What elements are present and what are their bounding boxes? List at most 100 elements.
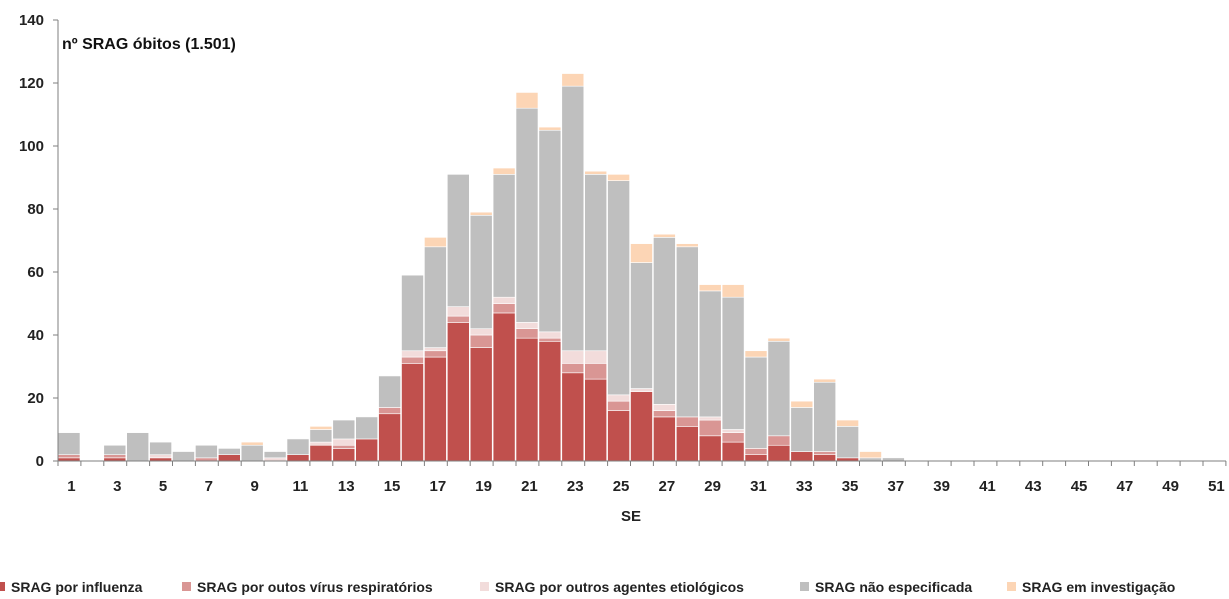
bar-week-15-series-3 bbox=[378, 375, 401, 408]
bar-week-19-series-4 bbox=[469, 211, 493, 216]
bar-week-35-series-4 bbox=[836, 419, 859, 427]
x-tick-label: 47 bbox=[1117, 478, 1134, 495]
bar-week-20-series-4 bbox=[492, 167, 516, 175]
x-tick-label: 41 bbox=[979, 478, 996, 495]
bar-week-23-series-2 bbox=[561, 350, 585, 364]
bar-week-12-series-3 bbox=[309, 429, 333, 443]
legend-label-3: SRAG não especificada bbox=[815, 579, 972, 595]
bar-week-4-series-3 bbox=[126, 432, 149, 462]
x-tick-label: 11 bbox=[293, 478, 309, 495]
x-tick-label: 1 bbox=[67, 478, 75, 495]
bar-week-21-series-3 bbox=[515, 107, 539, 323]
bar-week-31-series-0 bbox=[744, 454, 768, 462]
bar-week-9-series-3 bbox=[240, 444, 264, 462]
y-tick-label: 140 bbox=[19, 12, 44, 29]
bar-week-30-series-0 bbox=[721, 441, 745, 462]
bar-week-17-series-1 bbox=[424, 350, 447, 358]
bar-week-27-series-2 bbox=[653, 403, 676, 411]
bar-week-16-series-0 bbox=[401, 363, 424, 462]
bar-week-30-series-1 bbox=[721, 432, 745, 443]
bar-week-16-series-2 bbox=[401, 350, 424, 358]
x-tick-label: 25 bbox=[613, 478, 630, 495]
bar-week-25-series-4 bbox=[607, 174, 630, 181]
bar-week-24-series-0 bbox=[584, 378, 608, 462]
y-tick-label: 40 bbox=[27, 327, 44, 344]
legend-label-1: SRAG por outos vírus respiratórios bbox=[197, 579, 433, 595]
legend-swatch-2 bbox=[480, 582, 489, 591]
x-tick-label: 49 bbox=[1162, 478, 1179, 495]
bar-week-25-series-3 bbox=[607, 180, 630, 396]
bar-week-29-series-2 bbox=[698, 416, 722, 421]
bar-week-12-series-0 bbox=[309, 444, 333, 462]
bar-week-17-series-0 bbox=[424, 356, 447, 462]
x-tick-label: 9 bbox=[250, 478, 258, 495]
bar-week-29-series-3 bbox=[698, 290, 722, 418]
x-axis-label: SE bbox=[621, 508, 641, 525]
bar-week-34-series-0 bbox=[813, 454, 837, 462]
bar-week-28-series-3 bbox=[675, 246, 699, 418]
bar-week-20-series-3 bbox=[492, 174, 516, 298]
bar-week-24-series-1 bbox=[584, 363, 608, 380]
x-tick-label: 27 bbox=[659, 478, 676, 495]
bar-week-32-series-3 bbox=[767, 340, 791, 437]
bar-week-6-series-3 bbox=[172, 451, 195, 462]
bar-week-20-series-1 bbox=[492, 303, 516, 314]
legend-label-0: SRAG por influenza bbox=[11, 579, 143, 595]
bar-week-27-series-3 bbox=[653, 237, 676, 405]
y-tick-label: 100 bbox=[19, 138, 44, 155]
bar-week-9-series-4 bbox=[240, 441, 264, 446]
x-tick-label: 45 bbox=[1071, 478, 1088, 495]
legend-swatch-3 bbox=[800, 582, 809, 591]
bar-week-19-series-1 bbox=[469, 334, 493, 348]
x-tick-label: 29 bbox=[704, 478, 721, 495]
y-tick-label: 0 bbox=[36, 453, 44, 470]
bar-week-30-series-3 bbox=[721, 296, 745, 430]
bar-week-1-series-1 bbox=[57, 454, 81, 459]
bar-week-22-series-4 bbox=[538, 126, 562, 131]
bar-week-22-series-3 bbox=[538, 129, 562, 333]
bar-week-8-series-3 bbox=[218, 448, 241, 455]
x-tick-label: 15 bbox=[384, 478, 401, 495]
bar-week-12-series-2 bbox=[309, 441, 333, 446]
bar-week-31-series-1 bbox=[744, 448, 768, 455]
bar-week-18-series-2 bbox=[446, 306, 470, 317]
bar-week-12-series-4 bbox=[309, 426, 333, 430]
bar-week-13-series-3 bbox=[332, 419, 356, 440]
x-tick-label: 5 bbox=[159, 478, 167, 495]
bar-week-26-series-3 bbox=[630, 262, 653, 389]
bar-week-13-series-1 bbox=[332, 444, 356, 449]
bar-week-31-series-4 bbox=[744, 350, 768, 358]
bar-week-23-series-1 bbox=[561, 363, 585, 374]
x-tick-label: 7 bbox=[205, 478, 213, 495]
bar-week-34-series-4 bbox=[813, 378, 837, 383]
bar-week-32-series-1 bbox=[767, 435, 791, 446]
x-tick-label: 37 bbox=[888, 478, 905, 495]
bar-week-19-series-2 bbox=[469, 328, 493, 336]
bar-week-1-series-3 bbox=[57, 432, 81, 455]
bar-week-13-series-0 bbox=[332, 448, 356, 462]
bar-week-13-series-2 bbox=[332, 438, 356, 446]
x-tick-label: 23 bbox=[567, 478, 584, 495]
bar-week-36-series-4 bbox=[859, 451, 882, 459]
bar-week-22-series-1 bbox=[538, 337, 562, 342]
bar-week-17-series-3 bbox=[424, 246, 447, 348]
bar-week-30-series-2 bbox=[721, 429, 745, 433]
bar-week-33-series-3 bbox=[790, 407, 814, 452]
bar-week-19-series-3 bbox=[469, 215, 493, 330]
bar-week-22-series-0 bbox=[538, 340, 562, 462]
bar-week-16-series-1 bbox=[401, 356, 424, 364]
bar-week-14-series-0 bbox=[355, 438, 379, 462]
bar-week-3-series-3 bbox=[103, 444, 127, 455]
bar-week-18-series-0 bbox=[446, 322, 470, 462]
bar-week-29-series-0 bbox=[698, 435, 722, 462]
bar-week-34-series-3 bbox=[813, 381, 837, 452]
bar-week-30-series-4 bbox=[721, 284, 745, 298]
bars-group bbox=[57, 73, 905, 462]
y-tick-label: 20 bbox=[27, 390, 44, 407]
x-tick-label: 31 bbox=[750, 478, 767, 495]
bar-week-26-series-2 bbox=[630, 388, 653, 392]
y-tick-label: 80 bbox=[27, 201, 44, 218]
bar-week-14-series-3 bbox=[355, 416, 379, 440]
bar-week-11-series-3 bbox=[286, 438, 310, 456]
